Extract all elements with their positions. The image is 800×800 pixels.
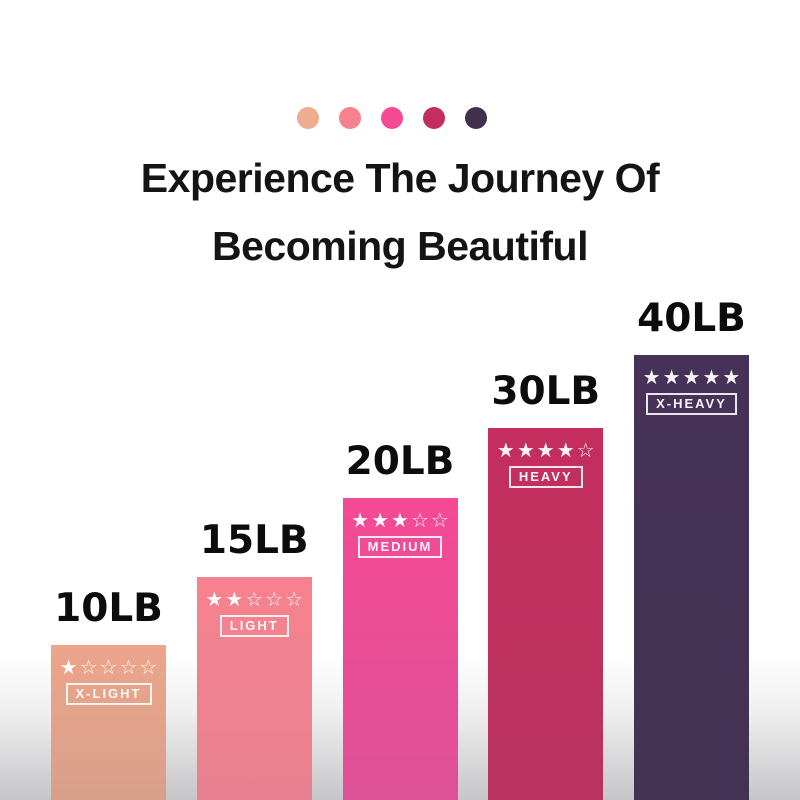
page-title: Experience The Journey Of Becoming Beaut… — [0, 144, 800, 280]
bar-column-30lb: 30LB ★★★★☆ HEAVY — [488, 0, 604, 800]
star-rating-3-of-5: ★★★☆☆ — [351, 508, 451, 532]
grade-badge-x-heavy: X-HEAVY — [646, 393, 737, 415]
bar-10lb: ★☆☆☆☆ X-LIGHT — [51, 645, 166, 800]
star-rating-4-of-5: ★★★★☆ — [496, 438, 597, 462]
bar-15lb: ★★☆☆☆ LIGHT — [196, 577, 312, 800]
weight-label-30lb: 30LB — [491, 369, 601, 414]
bar-20lb: ★★★☆☆ MEDIUM — [342, 498, 458, 800]
page-title-line1: Experience The Journey Of — [140, 155, 660, 201]
star-rating-5-of-5: ★★★★★ — [642, 365, 743, 389]
weight-label-10lb: 10LB — [54, 586, 163, 631]
palette-dot-x-light-icon — [297, 107, 319, 129]
bar-column-10lb: 10LB ★☆☆☆☆ X-LIGHT — [51, 0, 166, 800]
bar-column-15lb: 15LB ★★☆☆☆ LIGHT — [196, 0, 312, 800]
palette-dot-heavy-icon — [423, 107, 445, 129]
bar-column-20lb: 20LB ★★★☆☆ MEDIUM — [342, 0, 458, 800]
grade-badge-light: LIGHT — [219, 615, 289, 637]
grade-badge-heavy: HEAVY — [508, 466, 583, 488]
bar-40lb: ★★★★★ X-HEAVY — [634, 355, 749, 800]
palette-dot-medium-icon — [381, 107, 403, 129]
star-rating-2-of-5: ★★☆☆☆ — [205, 587, 306, 611]
page-title-line2: Becoming Beautiful — [212, 223, 588, 269]
grade-badge-medium: MEDIUM — [357, 536, 443, 558]
palette-dot-light-icon — [339, 107, 361, 129]
weight-label-40lb: 40LB — [637, 296, 746, 341]
bar-column-40lb: 40LB ★★★★★ X-HEAVY — [634, 0, 749, 800]
palette-dot-x-heavy-icon — [465, 107, 487, 129]
color-palette-dots — [0, 107, 792, 129]
bar-30lb: ★★★★☆ HEAVY — [488, 428, 604, 800]
star-rating-1-of-5: ★☆☆☆☆ — [59, 655, 160, 679]
grade-badge-x-light: X-LIGHT — [65, 683, 152, 705]
weight-label-15lb: 15LB — [199, 518, 309, 563]
weight-label-20lb: 20LB — [345, 439, 455, 484]
